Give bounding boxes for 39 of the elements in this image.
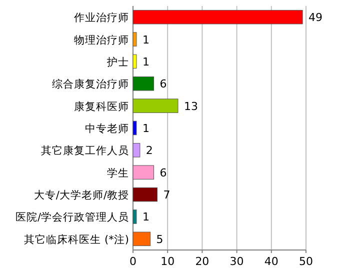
- x-tick-label: 30: [230, 255, 244, 268]
- y-tick-label: 康复科医师: [74, 100, 129, 113]
- data-label: 6: [160, 78, 167, 91]
- y-tick-label: 护士: [106, 55, 129, 68]
- x-tick-label: 50: [299, 255, 313, 268]
- y-tick-label: 中专老师: [85, 122, 129, 135]
- y-tick-label: 综合康复治疗师: [52, 78, 129, 91]
- data-label: 7: [163, 188, 170, 202]
- bar: [132, 76, 154, 91]
- bar: [132, 10, 303, 24]
- data-label: 1: [142, 33, 150, 46]
- bar: [132, 232, 151, 246]
- y-tick-label: 物理治疗师: [74, 33, 129, 46]
- x-tick-label: 40: [264, 255, 278, 268]
- bar: [132, 54, 137, 69]
- data-label: 1: [142, 122, 150, 135]
- bar: [132, 120, 137, 136]
- x-tick-label: 10: [160, 255, 175, 268]
- data-label: 13: [184, 100, 198, 113]
- data-label: 49: [308, 11, 323, 24]
- y-tick-label: 其它临床科医生 (*注): [24, 232, 129, 246]
- bar: [132, 165, 154, 180]
- y-tick-label: 医院/学会行政管理人员: [15, 210, 129, 224]
- bar: [132, 32, 137, 46]
- bar: [132, 187, 158, 202]
- x-tick-label: 0: [130, 255, 136, 268]
- data-label: 1: [142, 210, 150, 224]
- data-label: 1: [142, 55, 150, 68]
- bar: [132, 143, 140, 158]
- y-tick-label: 作业治疗师: [73, 11, 129, 24]
- data-label: 6: [160, 166, 167, 180]
- bar: [132, 98, 178, 113]
- y-tick-label: 大专/大学老师/教授: [34, 188, 129, 202]
- y-tick-label: 其它康复工作人员: [41, 144, 129, 158]
- x-tick-label: 20: [195, 255, 210, 268]
- y-tick-label: 学生: [107, 166, 129, 180]
- data-label: 5: [156, 232, 164, 246]
- data-label: 2: [146, 144, 153, 158]
- bar: [132, 210, 137, 224]
